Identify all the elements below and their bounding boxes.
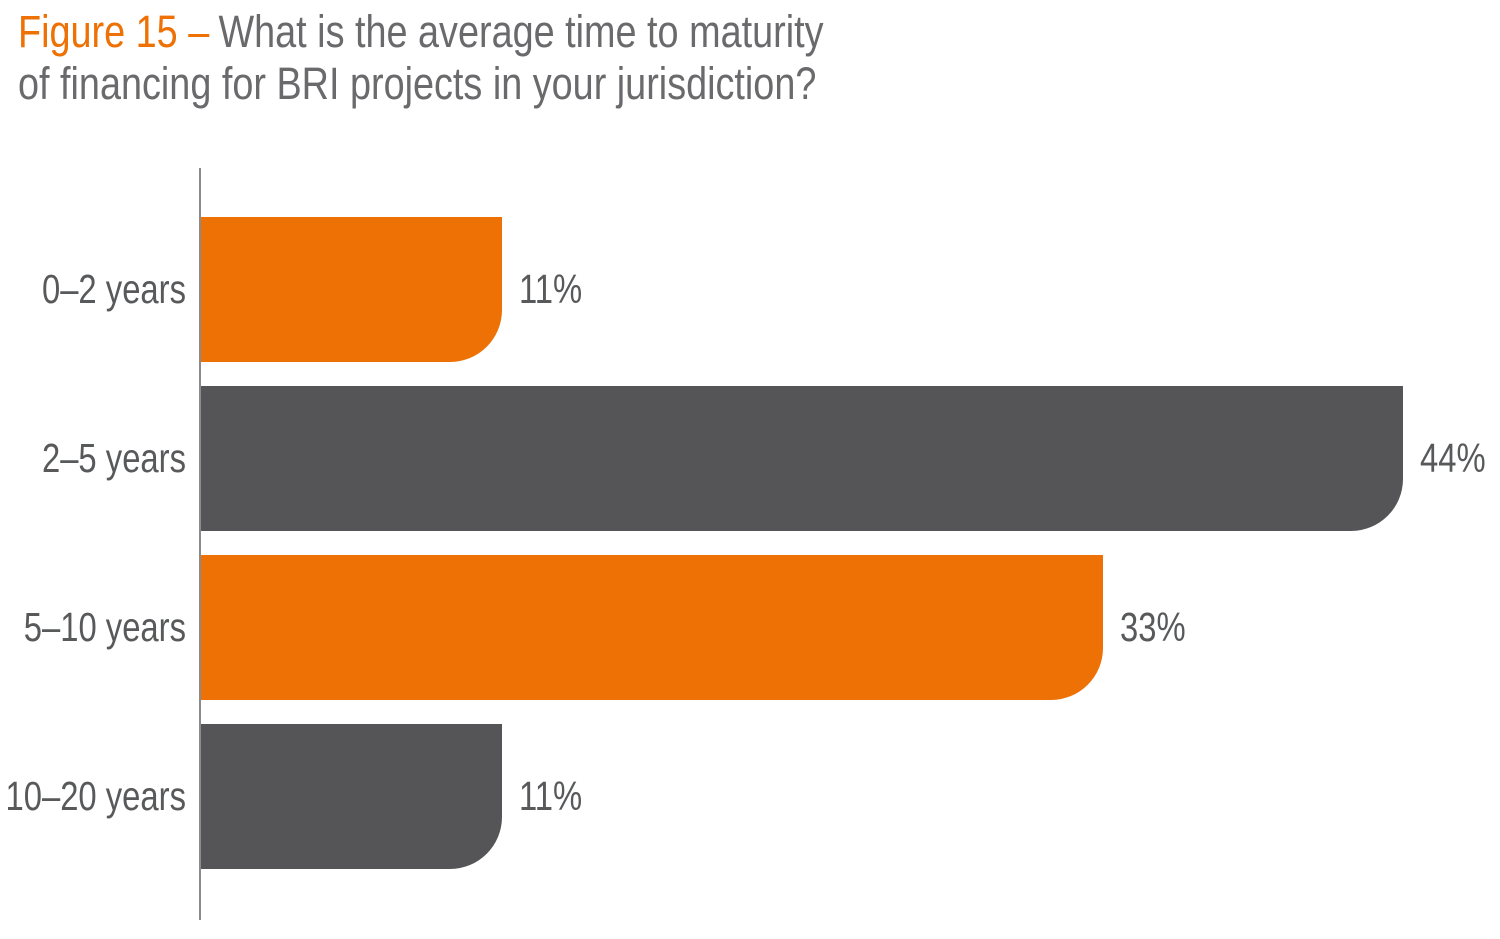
title-line-2-text: of financing for BRI projects in your ju… bbox=[18, 58, 817, 109]
title-line-2: of financing for BRI projects in your ju… bbox=[18, 58, 824, 110]
figure-number-label: Figure 15 – bbox=[18, 6, 210, 57]
value-label: 11% bbox=[518, 773, 582, 819]
bar-row: 10–20 years 11% bbox=[0, 724, 1500, 869]
bar bbox=[201, 217, 502, 362]
bar bbox=[201, 386, 1404, 531]
bar bbox=[201, 724, 502, 869]
bar bbox=[201, 555, 1103, 700]
category-label: 5–10 years bbox=[23, 604, 187, 650]
figure-title: Figure 15 – What is the average time to m… bbox=[18, 6, 824, 110]
category-label: 0–2 years bbox=[41, 266, 186, 312]
bar-row: 2–5 years 44% bbox=[0, 386, 1500, 531]
category-label: 2–5 years bbox=[41, 435, 186, 481]
category-label: 10–20 years bbox=[5, 773, 187, 819]
value-label: 33% bbox=[1119, 604, 1186, 650]
bar-row: 5–10 years 33% bbox=[0, 555, 1500, 700]
value-label: 44% bbox=[1420, 435, 1486, 481]
y-axis-line bbox=[199, 168, 201, 920]
bar-row: 0–2 years 11% bbox=[0, 217, 1500, 362]
value-label: 11% bbox=[518, 266, 582, 312]
title-line-1-text: What is the average time to maturity bbox=[218, 6, 824, 57]
title-line-1: Figure 15 – What is the average time to m… bbox=[18, 6, 824, 58]
